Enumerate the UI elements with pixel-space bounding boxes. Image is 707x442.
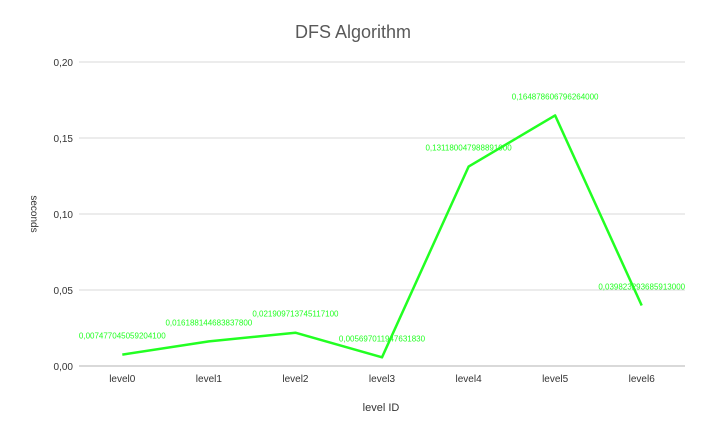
y-axis-ticks: 0,00 0,05 0,10 0,15 0,20 — [54, 58, 74, 373]
x-tick-label: level6 — [629, 374, 656, 385]
data-label: 0,007477045059204100 — [79, 332, 166, 341]
data-label: 0,164878606796264000 — [512, 92, 599, 101]
y-axis-title: seconds — [28, 195, 39, 232]
data-label: 0,005697011947631830 — [339, 334, 426, 343]
x-tick-label: level1 — [196, 374, 223, 385]
data-labels: 0,007477045059204100 0,016188144683837800… — [79, 92, 686, 343]
x-tick-label: level5 — [542, 374, 569, 385]
x-tick-label: level2 — [282, 374, 309, 385]
x-tick-label: level4 — [456, 374, 483, 385]
data-label: 0,131180047988891000 — [425, 144, 512, 153]
x-axis-title: level ID — [363, 402, 400, 414]
x-tick-label: level3 — [369, 374, 396, 385]
y-tick-label: 0,15 — [54, 134, 74, 145]
data-label: 0,016188144683837800 — [165, 318, 252, 327]
y-tick-label: 0,10 — [54, 210, 74, 221]
y-tick-label: 0,05 — [54, 286, 74, 297]
y-tick-label: 0,00 — [54, 362, 74, 373]
data-label: 0,021909713745117100 — [252, 310, 339, 319]
data-label: 0,039823293685913000 — [598, 282, 685, 291]
y-tick-label: 0,20 — [54, 58, 74, 69]
chart-title: DFS Algorithm — [295, 22, 411, 42]
x-tick-label: level0 — [109, 374, 136, 385]
x-axis-ticks: level0 level1 level2 level3 level4 level5 leve… — [109, 374, 655, 385]
